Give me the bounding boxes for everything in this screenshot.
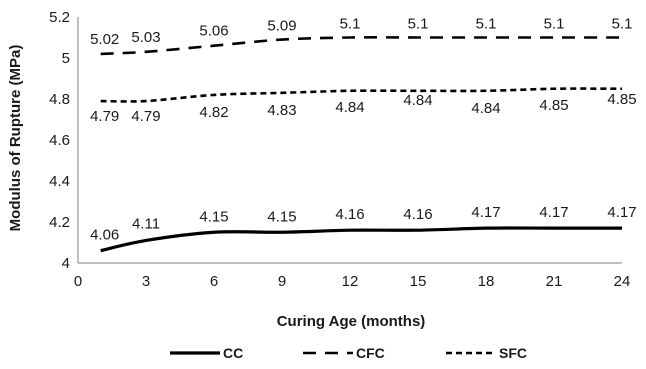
data-label-cfc: 5.1 [408, 16, 429, 33]
data-label-sfc: 4.85 [539, 97, 568, 114]
x-tick-label: 21 [546, 273, 563, 290]
data-label-cc: 4.06 [90, 227, 119, 244]
data-label-cc: 4.16 [403, 206, 432, 223]
legend-label-cfc: CFC [356, 345, 385, 361]
data-label-cc: 4.17 [607, 204, 636, 221]
x-tick-label: 9 [278, 273, 286, 290]
data-label-sfc: 4.79 [90, 108, 119, 125]
legend: CC CFC SFC [170, 345, 527, 361]
data-label-sfc: 4.83 [267, 102, 296, 119]
x-tick-label: 3 [142, 273, 150, 290]
data-label-cfc: 5.09 [267, 18, 296, 35]
x-tick-label: 15 [410, 273, 427, 290]
y-tick-label: 4.4 [49, 173, 70, 190]
x-tick-label: 24 [614, 273, 631, 290]
data-label-cc: 4.17 [471, 204, 500, 221]
tick-labels: 44.24.44.64.855.20 3 6 9 12 15 18 21 24 [49, 9, 630, 290]
y-tick-label: 4.8 [49, 91, 70, 108]
data-label-cfc: 5.1 [340, 16, 361, 33]
series-line-cfc [100, 36, 622, 56]
y-axis-title: Modulus of Rupture (MPa) [7, 45, 24, 232]
data-label-cc: 4.17 [539, 204, 568, 221]
data-label-cfc: 5.1 [476, 16, 497, 33]
series-line-cc [100, 226, 622, 253]
data-label-cc: 4.11 [132, 215, 160, 232]
x-axis-title: Curing Age (months) [277, 313, 426, 330]
x-tick-label: 18 [478, 273, 495, 290]
data-label-cfc: 5.1 [544, 16, 565, 33]
data-label-sfc: 4.84 [471, 100, 500, 117]
data-label-sfc: 4.84 [335, 99, 364, 116]
data-label-cfc: 5.1 [612, 16, 633, 33]
data-labels: 4.06 4.11 4.15 4.15 4.16 4.16 4.17 4.17 4.17 5.02… [90, 16, 637, 244]
x-tick-label: 0 [74, 273, 82, 290]
data-label-sfc: 4.85 [607, 91, 636, 108]
legend-label-sfc: SFC [499, 345, 527, 361]
y-tick-label: 4 [62, 255, 70, 272]
y-tick-label: 4.6 [49, 132, 70, 149]
legend-label-cc: CC [223, 345, 243, 361]
chart-axes [77, 17, 622, 264]
y-tick-label: 5.2 [49, 9, 70, 26]
data-label-cc: 4.16 [335, 206, 364, 223]
data-label-cfc: 5.03 [131, 29, 160, 46]
data-label-sfc: 4.82 [199, 104, 228, 121]
y-tick-label: 5 [62, 50, 70, 67]
data-label-sfc: 4.79 [131, 108, 160, 125]
x-tick-label: 12 [342, 273, 359, 290]
data-label-cc: 4.15 [267, 208, 296, 225]
data-label-cfc: 5.02 [90, 31, 119, 48]
data-label-cfc: 5.06 [199, 23, 228, 40]
series-lines [100, 36, 623, 253]
data-label-sfc: 4.84 [403, 92, 432, 109]
x-tick-label: 6 [210, 273, 218, 290]
y-tick-label: 4.2 [49, 214, 70, 231]
series-line-sfc [100, 87, 623, 103]
data-label-cc: 4.15 [199, 208, 228, 225]
